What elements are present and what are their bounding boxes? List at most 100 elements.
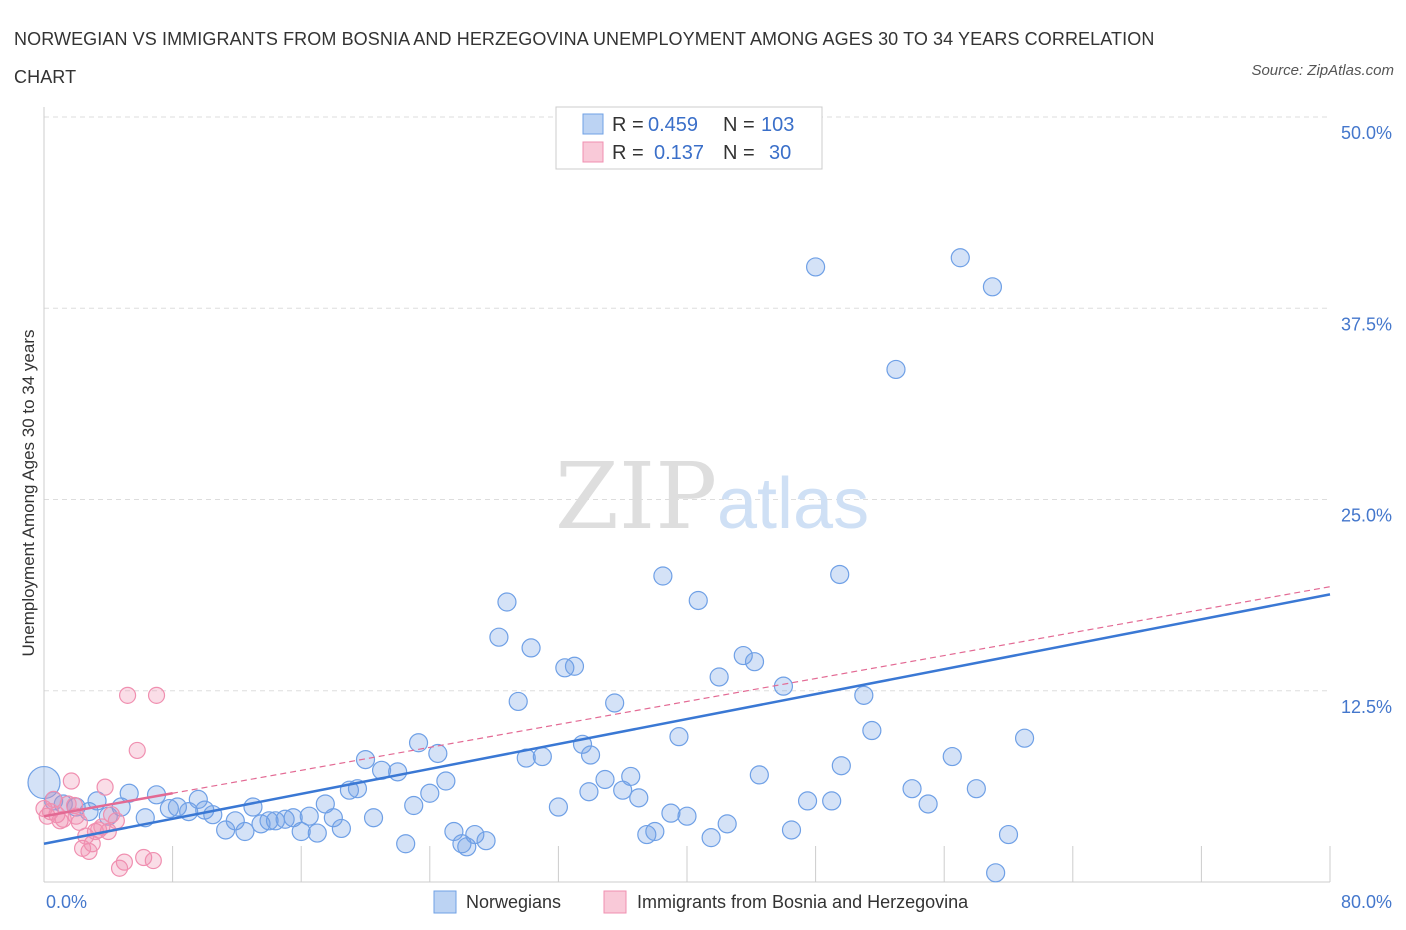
point-norwegians [331,818,351,839]
legend-r-value-2: 0.137 [654,142,704,164]
point-norwegians [159,798,179,819]
point-norwegians [645,821,665,842]
point-norwegians [942,746,962,767]
point-norwegians [564,656,585,676]
watermark-atlas: atlas [717,464,869,544]
point-norwegians [548,797,569,817]
point-norwegians [299,806,319,826]
bottom-legend-swatch-pink [603,890,627,914]
point-bosnia [144,851,162,870]
point-norwegians [629,788,649,808]
x-tick-label: 80.0% [1341,892,1392,912]
point-norwegians [862,720,882,741]
point-bosnia [135,848,153,867]
point-norwegians [918,794,938,814]
point-norwegians [797,791,818,811]
trend-lines [43,586,1331,845]
y-tick-label: 25.0% [1341,506,1392,526]
bottom-legend-norwegians: Norwegians [466,892,561,912]
point-norwegians [521,638,541,658]
point-norwegians [396,834,416,854]
point-norwegians [830,564,850,585]
point-norwegians [363,808,384,828]
point-bosnia [54,810,72,828]
x-tick-labels: 0.0% 80.0% [46,892,1392,912]
point-norwegians [476,831,496,851]
point-norwegians [986,863,1006,883]
chart-source: Source: ZipAtlas.com [1251,62,1394,79]
point-norwegians [669,727,689,747]
point-norwegians [355,749,376,770]
point-norwegians [661,803,681,823]
y-tick-labels: 12.5% 25.0% 37.5% 50.0% [1341,123,1392,717]
grid-lines [44,116,1330,692]
point-norwegians [1014,728,1035,748]
point-norwegians [805,257,826,277]
point-norwegians [555,658,575,678]
trend-line-norwegians [43,593,1331,845]
legend-r-label-2: R = [612,142,644,164]
point-norwegians [404,795,424,816]
point-norwegians [717,814,737,834]
point-norwegians [621,766,641,787]
series-legend: Norwegians Immigrants from Bosnia and He… [433,890,969,914]
point-norwegians [497,592,517,612]
point-bosnia [115,853,133,871]
point-norwegians [677,806,697,826]
point-norwegians [579,782,599,802]
stats-legend: R = 0.459 N = 103 R = 0.137 N = 30 [555,106,823,170]
point-norwegians [259,811,279,831]
point-bosnia [70,813,88,831]
point-norwegians [203,805,223,825]
point-norwegians [688,590,708,611]
point-norwegians [822,791,842,811]
trend-line-bosnia-dashed [43,586,1331,817]
legend-n-label-1: N = [723,114,755,136]
watermark: ZIP atlas [555,443,869,550]
point-bosnia [118,686,137,704]
y-axis-title: Unemployment Among Ages 30 to 34 years [19,330,38,657]
point-norwegians [595,769,615,790]
point-bosnia [107,812,125,830]
point-norwegians [225,811,245,831]
legend-n-value-2: 30 [769,142,791,164]
point-norwegians [998,824,1019,845]
point-norwegians [701,828,721,848]
axes [43,107,1331,883]
y-tick-label: 12.5% [1341,697,1392,717]
point-norwegians [605,693,625,713]
legend-r-value-1: 0.459 [648,114,698,136]
point-bosnia [62,772,80,790]
legend-n-value-1: 103 [761,114,794,136]
trend-line-bosnia-solid [43,792,173,818]
point-norwegians [781,820,802,840]
bottom-legend-swatch-blue [433,890,457,914]
point-norwegians [323,808,343,828]
point-norwegians [653,566,673,586]
point-norwegians [982,277,1003,297]
chart-title: NORWEGIAN VS IMMIGRANTS FROM BOSNIA AND … [14,29,1155,87]
y-tick-label: 37.5% [1341,314,1392,334]
point-norwegians [709,667,729,687]
point-norwegians [465,824,485,845]
point-norwegians [831,756,851,776]
series-bosnia [35,686,166,877]
x-tick-label: 0.0% [46,892,87,912]
point-norwegians [428,743,448,764]
legend-swatch-blue [582,113,604,135]
bottom-legend-bosnia: Immigrants from Bosnia and Herzegovina [637,892,969,912]
point-norwegians [733,645,753,666]
point-norwegians [966,779,986,799]
legend-n-label-2: N = [723,142,755,164]
point-bosnia [45,790,63,808]
point-norwegians [188,789,208,809]
point-bosnia [96,778,114,796]
series-norwegians [27,248,1035,883]
point-bosnia [147,686,166,704]
point-norwegians [886,359,906,380]
point-norwegians [388,762,408,782]
point-norwegians [275,809,295,829]
point-norwegians [749,765,769,785]
point-norwegians [508,691,528,712]
